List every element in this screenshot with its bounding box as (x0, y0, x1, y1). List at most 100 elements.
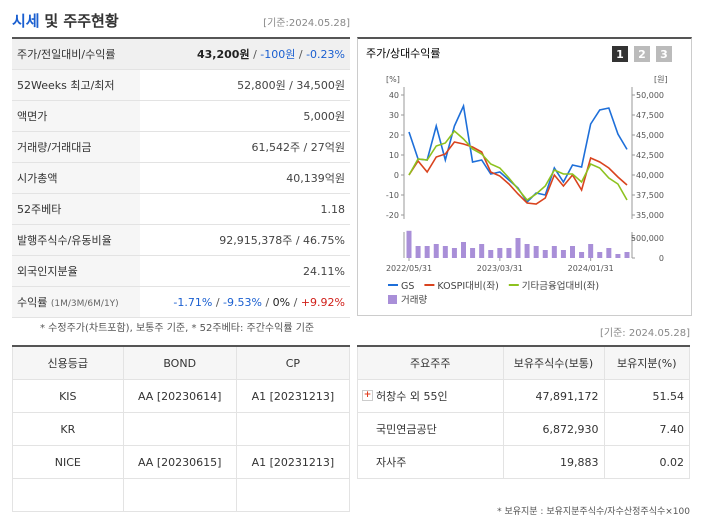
volume-bar (515, 238, 521, 258)
footnote: * 보유지분 : 보유지분주식수/자수산정주식수×100 (497, 507, 690, 517)
value-part: -9.53% (223, 295, 262, 309)
quote-row: 발행주식수/유동비율 92,915,378주 / 46.75% (12, 224, 350, 256)
label-note: (1M/3M/6M/1Y) (50, 299, 119, 309)
volume-bar (615, 254, 621, 258)
cell: 자사주 (357, 445, 504, 479)
volume-bar (579, 252, 585, 258)
table-row: NICE AA [20230615] A1 [20231213] (12, 445, 351, 479)
row-value: 43,200원 / -100원 / -0.23% (140, 38, 350, 70)
footnote: * 수정주가(차트포함), 보통주 기준, * 52주베타: 주간수익률 기준 (40, 323, 315, 334)
row-label: 52Weeks 최고/최저 (12, 69, 140, 101)
cell: A1 [20231213] (235, 445, 351, 479)
date: [기준: 2024.05.28] (599, 328, 690, 339)
cell: KIS (12, 379, 124, 413)
value-part: 1.18 (320, 202, 346, 216)
volume-bar (442, 246, 448, 258)
value-part: 92,915,378주 / 46.75% (219, 234, 345, 247)
expand-icon: + (362, 390, 373, 401)
table-row (12, 478, 351, 512)
legend-swatch (388, 295, 397, 304)
row-label: 외국인지분율 (12, 255, 140, 287)
cell: 19,883 (502, 445, 605, 479)
volume-bar (506, 248, 512, 258)
volume-bar (551, 246, 557, 258)
cell (122, 412, 237, 446)
cell: 6,872,930 (502, 412, 605, 446)
volume-bar (415, 246, 421, 258)
y2-tick-label: 47,500 (636, 111, 664, 120)
tab[interactable] (634, 46, 650, 62)
section-title: 시세 및 주주현황 (12, 10, 119, 31)
volume-tick-label: 500,000 (631, 234, 664, 243)
value-part: 0% (272, 295, 291, 309)
y2-tick-label: 50,000 (636, 91, 664, 100)
quote-table: 주가/전일대비/수익률 43,200원 / -100원 / -0.23% 52Wee… (12, 37, 350, 318)
x-tick-label: 2023/03/31 (477, 264, 523, 273)
y2-tick-label: 35,000 (636, 211, 664, 220)
y-axis-label: [%] (386, 75, 400, 84)
tab[interactable] (612, 46, 628, 62)
value-part: 24.11% (303, 264, 345, 278)
row-label: 발행주식수/유동비율 (12, 224, 140, 256)
table-row: KIS AA [20230614] A1 [20231213] (12, 379, 351, 413)
value-part: -0.23% (306, 48, 345, 61)
row-value: 61,542주 / 27억원 (140, 131, 350, 163)
series-line (408, 103, 628, 204)
volume-bar (470, 248, 476, 258)
tab-label: 3 (660, 48, 668, 61)
row-label: 거래량/거래대금 (12, 131, 140, 163)
x-tick-label: 2022/05/31 (386, 264, 432, 273)
row-value: -1.71% / -9.53% / 0% / +9.92% (140, 286, 350, 318)
value-part: / (249, 48, 261, 61)
value-part: 61,542주 / 27억원 (251, 141, 345, 154)
cell (12, 478, 124, 512)
volume-bar (570, 246, 575, 258)
row-label: 수익률 (1M/3M/6M/1Y) (12, 286, 140, 318)
volume-bar (433, 244, 439, 258)
volume-bar (560, 250, 566, 258)
y2-axis-label: [원] (654, 75, 668, 84)
volume-tick-label: 0 (659, 254, 664, 263)
row-value: 40,139억원 (140, 162, 350, 194)
cell: 국민연금공단 (357, 412, 504, 446)
y-tick-label: 20 (389, 131, 399, 140)
legend-label: 기타금융업대비(좌) (522, 280, 599, 292)
series-line (408, 129, 628, 202)
quote-row: 수익률 (1M/3M/6M/1Y) -1.71% / -9.53% / 0% / … (12, 286, 350, 318)
row-label: 주가/전일대비/수익률 (12, 38, 140, 70)
credit-table: 신용등급 BOND CP KIS AA [20230614] A1 [20231213] K… (12, 345, 351, 512)
label-text: 시가총액 (17, 172, 58, 185)
quote-row: 52주베타 1.18 (12, 193, 350, 225)
title: 시세 (12, 12, 40, 30)
quote-row: 거래량/거래대금 61,542주 / 27억원 (12, 131, 350, 163)
cell (235, 478, 351, 512)
volume-bar (497, 248, 503, 258)
tab[interactable] (656, 46, 672, 62)
row-value: 5,000원 (140, 100, 350, 132)
quote-row: 시가총액 40,139억원 (12, 162, 350, 194)
value-part: +9.92% (300, 295, 345, 309)
y2-tick-label: 45,000 (636, 131, 664, 140)
header-cell: 신용등급 (12, 345, 124, 380)
volume-bar (588, 244, 594, 258)
legend-label: 거래량 (401, 294, 427, 306)
cell: 7.40 (603, 412, 690, 446)
header-cell: 보유지분(%) (603, 345, 690, 380)
row-value: 24.11% (140, 255, 350, 287)
cell: 허창수 외 55인 + (357, 379, 504, 413)
value-part: / (290, 295, 301, 309)
y2-tick-label: 37,500 (636, 191, 664, 200)
header-row: 신용등급 BOND CP (12, 345, 351, 380)
quote-row: 외국인지분율 24.11% (12, 255, 350, 287)
series-line (408, 141, 628, 205)
title-rest: 및 주주현황 (44, 12, 119, 30)
volume-bar (451, 248, 457, 258)
label-text: 발행주식수/유동비율 (17, 234, 112, 247)
label-text: 액면가 (17, 110, 48, 123)
table-row: 허창수 외 55인 +47,891,172 51.54 (357, 379, 690, 413)
volume-bar (606, 248, 612, 258)
y2-tick-label: 42,500 (636, 151, 664, 160)
row-label: 52주베타 (12, 193, 140, 225)
label-text: 거래량/거래대금 (17, 141, 92, 154)
y-tick-label: -20 (386, 211, 399, 220)
